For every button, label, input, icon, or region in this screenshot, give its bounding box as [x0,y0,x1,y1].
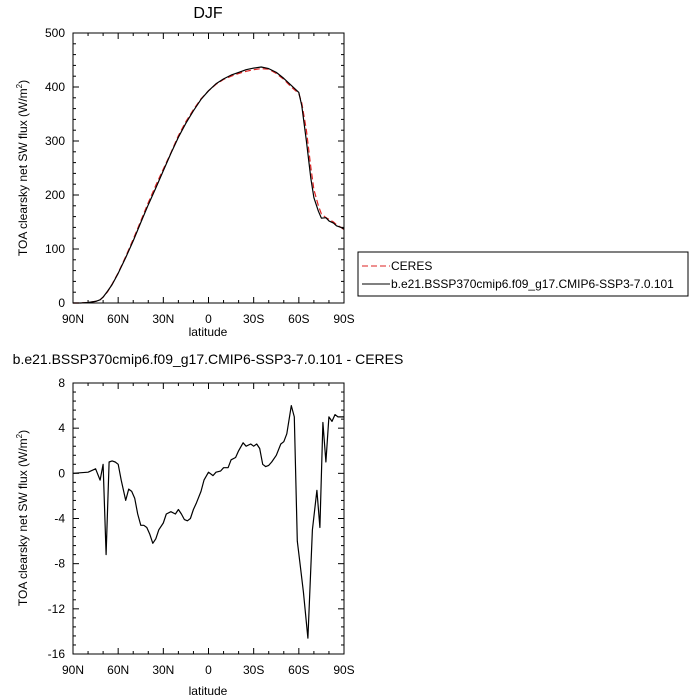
top-x-tick-label: 0 [205,312,212,326]
top-y-axis-label-text: TOA clearsky net SW flux (W/m [16,88,30,256]
bottom-panel: b.e21.BSSP370cmip6.f09_g17.CMIP6-SSP3-7.… [13,351,404,698]
bottom-x-tick-label: 0 [205,663,212,677]
top-y-tick-label: 100 [45,242,65,256]
top-series-line-1 [73,66,345,304]
bottom-y-axis-label-sup: 2 [15,433,24,438]
bottom-y-axis-label-close: ) [16,430,30,434]
bottom-x-tick-label: 60N [107,663,129,677]
bottom-plot-frame [72,382,345,655]
top-y-tick-label: 400 [45,80,65,94]
top-series-lines [73,66,345,304]
bottom-series-lines [72,405,344,639]
legend-box [357,251,689,297]
legend-label-ceres: CERES [391,259,432,273]
legend: CERES b.e21.BSSP370cmip6.f09_g17.CMIP6-S… [357,251,689,297]
top-ticks: 90N 60N 30N 0 30S 60S 90S 0 100 200 300 400 500 [45,26,355,326]
top-plot-frame [72,32,345,304]
bottom-y-tick-label: 8 [58,376,65,390]
bottom-series-line-0 [72,405,344,639]
top-series-line-0 [73,67,345,304]
top-y-tick-label: 500 [45,26,65,40]
top-x-tick-label: 60N [107,312,129,326]
top-y-axis-label: TOA clearsky net SW flux (W/m2) [15,80,30,256]
top-x-axis-label: latitude [189,325,228,339]
bottom-x-tick-label: 30N [152,663,174,677]
legend-label-model: b.e21.BSSP370cmip6.f09_g17.CMIP6-SSP3-7.… [391,277,674,291]
bottom-x-tick-label: 90S [333,663,354,677]
top-y-axis-label-sup: 2 [15,83,24,88]
bottom-y-tick-label: 4 [58,421,65,435]
bottom-x-tick-label: 60S [288,663,309,677]
bottom-y-tick-label: -12 [48,602,66,616]
bottom-x-tick-label: 90N [62,663,84,677]
top-y-tick-label: 200 [45,188,65,202]
top-x-tick-label: 90N [62,312,84,326]
top-x-tick-label: 30S [243,312,264,326]
bottom-x-axis-label: latitude [189,684,228,698]
bottom-y-tick-label: -16 [48,647,66,661]
top-panel: DJF 90N 60N 30N 0 30S 60S 90S0100200300400500 … [15,5,355,339]
top-x-tick-label: 60S [288,312,309,326]
top-y-axis-label-close: ) [16,80,30,84]
bottom-y-tick-label: -4 [54,512,65,526]
bottom-y-axis-label: TOA clearsky net SW flux (W/m2) [15,430,30,606]
top-chart-title: DJF [193,5,223,22]
bottom-y-axis-label-text: TOA clearsky net SW flux (W/m [16,438,30,606]
top-x-tick-label: 30N [152,312,174,326]
top-x-tick-label: 90S [333,312,354,326]
bottom-x-tick-label: 30S [243,663,264,677]
bottom-chart-title: b.e21.BSSP370cmip6.f09_g17.CMIP6-SSP3-7.… [13,351,404,367]
top-y-tick-label: 300 [45,134,65,148]
top-y-tick-label: 0 [58,296,65,310]
bottom-y-tick-label: 0 [58,466,65,480]
bottom-y-tick-label: -8 [54,557,65,571]
